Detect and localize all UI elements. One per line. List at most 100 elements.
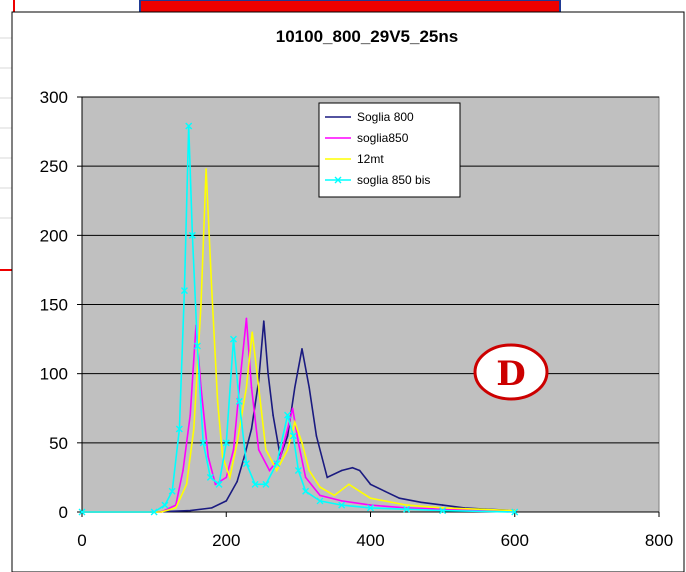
data-point	[333, 494, 336, 497]
data-point	[185, 122, 193, 130]
data-point	[175, 425, 183, 433]
legend-label: soglia850	[357, 131, 409, 145]
y-tick-label: 0	[59, 503, 68, 522]
data-point	[369, 483, 372, 486]
data-point	[257, 386, 260, 389]
data-point	[216, 400, 219, 403]
data-point	[286, 435, 289, 437]
data-point	[441, 504, 444, 506]
data-point	[294, 467, 302, 474]
x-tick-label: 600	[501, 531, 529, 550]
data-point	[205, 168, 207, 170]
series	[78, 122, 519, 516]
data-point	[207, 455, 210, 458]
data-point	[268, 469, 271, 472]
data-point	[293, 386, 296, 389]
data-point	[174, 507, 177, 509]
data-point	[326, 476, 329, 479]
data-point	[272, 414, 274, 416]
data-point	[340, 500, 343, 502]
data-point	[199, 439, 207, 447]
data-point	[193, 342, 201, 350]
data-point	[215, 480, 223, 488]
series-line	[82, 168, 515, 513]
axes: 0 50 100 150 200 250 300 0 200 400 600 800	[40, 88, 674, 550]
y-tick-label: 200	[40, 226, 68, 245]
data-point	[286, 448, 289, 451]
data-point	[308, 469, 310, 472]
data-point	[235, 397, 243, 405]
data-point	[439, 507, 447, 515]
annotation-circle	[473, 343, 549, 401]
data-point	[319, 486, 321, 488]
data-point	[340, 469, 343, 472]
data-point	[214, 483, 217, 486]
data-point	[232, 448, 235, 451]
x-tick-label: 200	[212, 531, 240, 550]
y-tick-label: 50	[49, 434, 68, 453]
data-point	[351, 466, 354, 469]
data-point	[257, 448, 260, 451]
data-point	[200, 303, 202, 306]
data-point	[293, 421, 296, 423]
legend-label: soglia 850 bis	[357, 173, 430, 187]
data-point	[358, 490, 361, 493]
data-point	[180, 287, 188, 295]
y-tick-label: 150	[40, 296, 68, 315]
data-point	[302, 487, 310, 495]
y-tick-label: 300	[40, 88, 68, 107]
data-point	[236, 442, 238, 444]
data-point	[367, 504, 374, 512]
data-point	[262, 480, 270, 488]
y-tick-label: 250	[40, 157, 68, 176]
data-point	[338, 501, 346, 509]
data-point	[267, 372, 269, 375]
data-point	[316, 497, 324, 505]
data-point	[211, 507, 213, 509]
data-point	[369, 497, 372, 499]
data-point	[168, 487, 176, 495]
data-point	[291, 407, 294, 410]
data-point	[301, 442, 303, 444]
data-point	[160, 511, 163, 513]
series-3	[78, 122, 519, 516]
annotation-badge: D	[473, 343, 549, 401]
data-point	[284, 411, 292, 419]
data-point	[275, 469, 278, 472]
legend-box	[318, 102, 461, 198]
y-tick-label: 100	[40, 365, 68, 384]
data-point	[403, 505, 411, 513]
data-point	[273, 460, 281, 468]
data-point	[286, 428, 289, 430]
data-point	[315, 435, 318, 437]
data-point	[279, 455, 282, 458]
data-point	[189, 509, 191, 512]
data-point	[222, 439, 230, 447]
data-point	[319, 494, 321, 497]
legend-label: Soglia 800	[357, 110, 414, 124]
data-point	[348, 483, 350, 486]
data-point	[420, 501, 422, 504]
data-point	[265, 448, 267, 451]
data-point	[211, 289, 213, 292]
data-point	[384, 490, 386, 493]
data-point	[251, 480, 259, 488]
legend: Soglia 800 soglia850 12mt soglia 850 bis	[318, 102, 461, 198]
data-point	[239, 372, 242, 375]
series-line	[82, 321, 515, 513]
data-point	[242, 460, 250, 468]
data-point	[182, 469, 184, 472]
data-point	[301, 347, 303, 350]
data-point	[250, 428, 253, 430]
data-point	[185, 483, 188, 486]
data-point	[245, 386, 248, 389]
data-point	[245, 317, 248, 320]
data-point	[289, 432, 297, 440]
data-point	[358, 469, 361, 472]
data-point	[297, 442, 300, 444]
x-tick-label: 400	[356, 531, 384, 550]
data-point	[188, 231, 196, 239]
data-point	[477, 508, 480, 511]
data-point	[398, 497, 401, 499]
